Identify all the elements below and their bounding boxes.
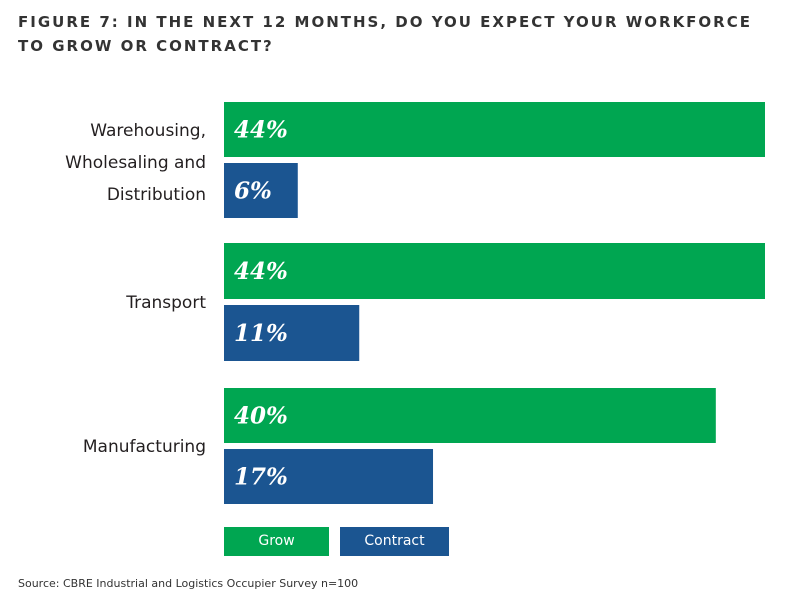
category-label-manufacturing: Manufacturing xyxy=(83,431,206,463)
bar-grow-2 xyxy=(224,243,765,299)
category-label-line: Manufacturing xyxy=(82,437,206,457)
bar-value-label: 44% xyxy=(234,258,288,285)
bar-value-label: 44% xyxy=(234,117,288,144)
legend-item-contract: Contract xyxy=(340,527,449,556)
bar-value-label: 40% xyxy=(234,403,288,430)
bar-value-label: 6% xyxy=(234,178,272,205)
bar-grow-3 xyxy=(224,388,716,443)
legend-label-contract: Contract xyxy=(364,533,425,549)
category-label-line: Transport xyxy=(126,293,206,313)
bar-contract-2 xyxy=(224,305,360,361)
chart-title: FIGURE 7: IN THE NEXT 12 MONTHS, DO YOU … xyxy=(18,13,752,55)
bar-value-label: 11% xyxy=(234,320,288,347)
category-label-line: Warehousing, xyxy=(90,121,206,141)
legend-label-grow: Grow xyxy=(258,533,295,549)
source-note: Source: CBRE Industrial and Logistics Oc… xyxy=(18,577,359,590)
bar-contract-3 xyxy=(224,449,434,504)
bar-contract-1 xyxy=(224,163,298,218)
bar-value-label: 17% xyxy=(234,464,288,491)
category-label-line: Distribution xyxy=(106,185,206,205)
category-label-transport: Transport xyxy=(126,287,206,319)
bar-grow-1 xyxy=(224,102,765,157)
category-label-warehousing: Warehousing, Wholesaling and Distributio… xyxy=(65,115,206,211)
category-label-line: Wholesaling and xyxy=(65,153,206,173)
legend-item-grow: Grow xyxy=(224,527,329,556)
